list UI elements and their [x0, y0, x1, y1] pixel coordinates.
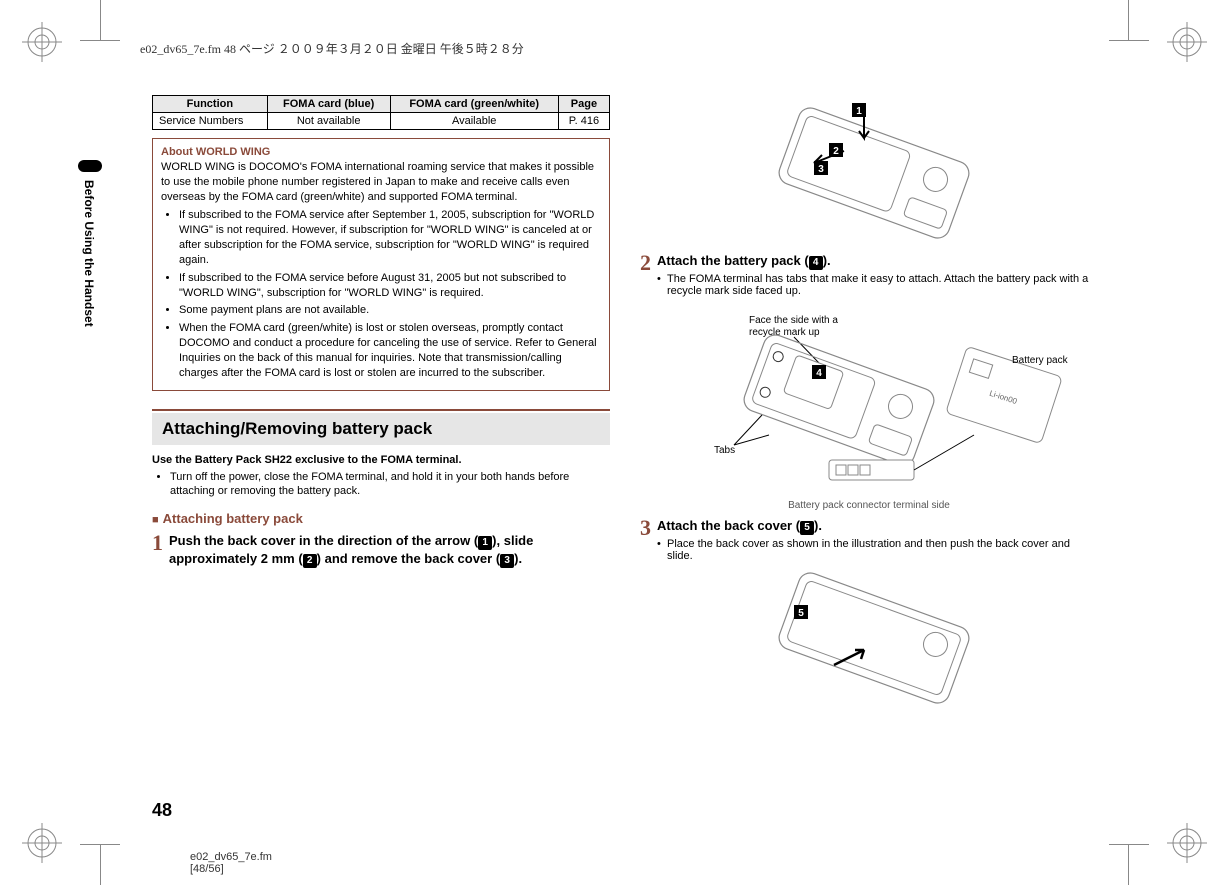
side-tab-marker-icon — [78, 160, 102, 172]
svg-text:1: 1 — [856, 106, 862, 117]
table-header: FOMA card (blue) — [267, 96, 390, 113]
crop-mark-icon — [100, 845, 101, 885]
step-title: Attach the back cover (5). — [657, 517, 1098, 535]
table-header: Page — [558, 96, 609, 113]
square-icon: ■ — [152, 514, 159, 526]
fig-label: Face the side with arecycle mark up — [749, 315, 838, 338]
section-rule-icon — [152, 409, 610, 411]
svg-text:3: 3 — [818, 164, 824, 175]
callout-bullet: When the FOMA card (green/white) is lost… — [179, 321, 601, 380]
header-meta: e02_dv65_7e.fm 48 ページ ２００９年３月２０日 金曜日 午後５… — [140, 40, 524, 57]
side-tab-text: Before Using the Handset — [82, 180, 96, 327]
crop-mark-icon — [1128, 845, 1129, 885]
num-marker-1-icon: 1 — [478, 536, 492, 550]
footer-file: e02_dv65_7e.fm — [190, 851, 272, 863]
table-row: Service Numbers Not available Available … — [153, 113, 610, 130]
section-body: Use the Battery Pack SH22 exclusive to t… — [152, 453, 610, 500]
table-header: Function — [153, 96, 268, 113]
figure-remove-cover: 1 2 3 — [640, 103, 1098, 246]
registration-mark-icon — [1167, 22, 1207, 62]
num-marker-3-icon: 3 — [500, 554, 514, 568]
registration-mark-icon — [1167, 823, 1207, 863]
step-sub: Place the back cover as shown in the ill… — [657, 538, 1098, 562]
step-3: 3 Attach the back cover (5). Place the b… — [640, 517, 1098, 562]
callout-bullet: If subscribed to the FOMA service before… — [179, 271, 601, 301]
fig-label: Tabs — [714, 445, 735, 456]
step-1: 1 Push the back cover in the direction o… — [152, 532, 610, 568]
registration-mark-icon — [22, 22, 62, 62]
step-title: Push the back cover in the direction of … — [169, 532, 610, 568]
table-cell: Not available — [267, 113, 390, 130]
step-2: 2 Attach the battery pack (4). The FOMA … — [640, 252, 1098, 297]
table-cell: P. 416 — [558, 113, 609, 130]
section-lead: Use the Battery Pack SH22 exclusive to t… — [152, 453, 610, 468]
figure-attach-battery: Face the side with arecycle mark up 4 Ta… — [640, 305, 1098, 511]
registration-mark-icon — [22, 823, 62, 863]
footer-page: [48/56] — [190, 863, 272, 875]
callout-bullet: Some payment plans are not available. — [179, 303, 601, 318]
num-marker-4-icon: 4 — [809, 256, 823, 270]
subhead-text: Attaching battery pack — [163, 511, 303, 526]
left-column: Function FOMA card (blue) FOMA card (gre… — [152, 95, 610, 713]
callout-box: About WORLD WING WORLD WING is DOCOMO's … — [152, 138, 610, 391]
step-number: 2 — [640, 252, 651, 297]
figure-attach-cover: 5 — [640, 570, 1098, 713]
crop-mark-icon — [1128, 0, 1129, 40]
crop-mark-icon — [1109, 844, 1149, 845]
crop-mark-icon — [100, 0, 101, 40]
section-title: Attaching/Removing battery pack — [152, 413, 610, 445]
crop-mark-icon — [1109, 40, 1149, 41]
callout-intro: WORLD WING is DOCOMO's FOMA internationa… — [161, 160, 601, 205]
footer-meta: e02_dv65_7e.fm [48/56] — [190, 851, 272, 875]
num-marker-5-icon: 5 — [800, 521, 814, 535]
num-marker-2-icon: 2 — [303, 554, 317, 568]
callout-bullet: If subscribed to the FOMA service after … — [179, 208, 601, 267]
step-number: 3 — [640, 517, 651, 562]
subhead: ■ Attaching battery pack — [152, 511, 610, 526]
fig-label: Battery pack — [1012, 355, 1069, 366]
spec-table: Function FOMA card (blue) FOMA card (gre… — [152, 95, 610, 130]
crop-mark-icon — [80, 40, 120, 41]
step-number: 1 — [152, 532, 163, 568]
page-area: Before Using the Handset Function FOMA c… — [82, 95, 1147, 815]
right-column: 1 2 3 2 Attach the battery pack (4). The… — [640, 95, 1098, 713]
table-cell: Service Numbers — [153, 113, 268, 130]
svg-text:4: 4 — [816, 368, 822, 379]
page-number: 48 — [152, 800, 172, 821]
side-tab: Before Using the Handset — [82, 160, 98, 327]
svg-text:2: 2 — [833, 146, 839, 157]
table-header: FOMA card (green/white) — [390, 96, 558, 113]
fig-caption: Battery pack connector terminal side — [640, 500, 1098, 511]
callout-title: About WORLD WING — [161, 145, 601, 160]
table-cell: Available — [390, 113, 558, 130]
step-sub: The FOMA terminal has tabs that make it … — [657, 273, 1098, 297]
svg-text:5: 5 — [798, 608, 804, 619]
section-bullet: Turn off the power, close the FOMA termi… — [170, 470, 610, 500]
step-title: Attach the battery pack (4). — [657, 252, 1098, 270]
